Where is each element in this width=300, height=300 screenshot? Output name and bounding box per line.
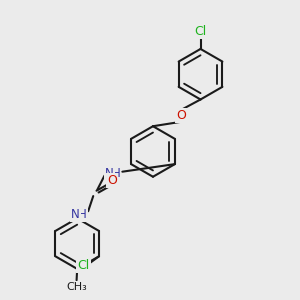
Text: O: O [107, 174, 117, 187]
Text: O: O [176, 109, 186, 122]
Text: N: N [105, 167, 114, 180]
Text: H: H [111, 167, 120, 180]
Text: Cl: Cl [194, 25, 207, 38]
Text: H: H [78, 208, 87, 221]
Text: Cl: Cl [77, 259, 90, 272]
Text: CH₃: CH₃ [67, 282, 88, 292]
Text: N: N [71, 208, 80, 221]
